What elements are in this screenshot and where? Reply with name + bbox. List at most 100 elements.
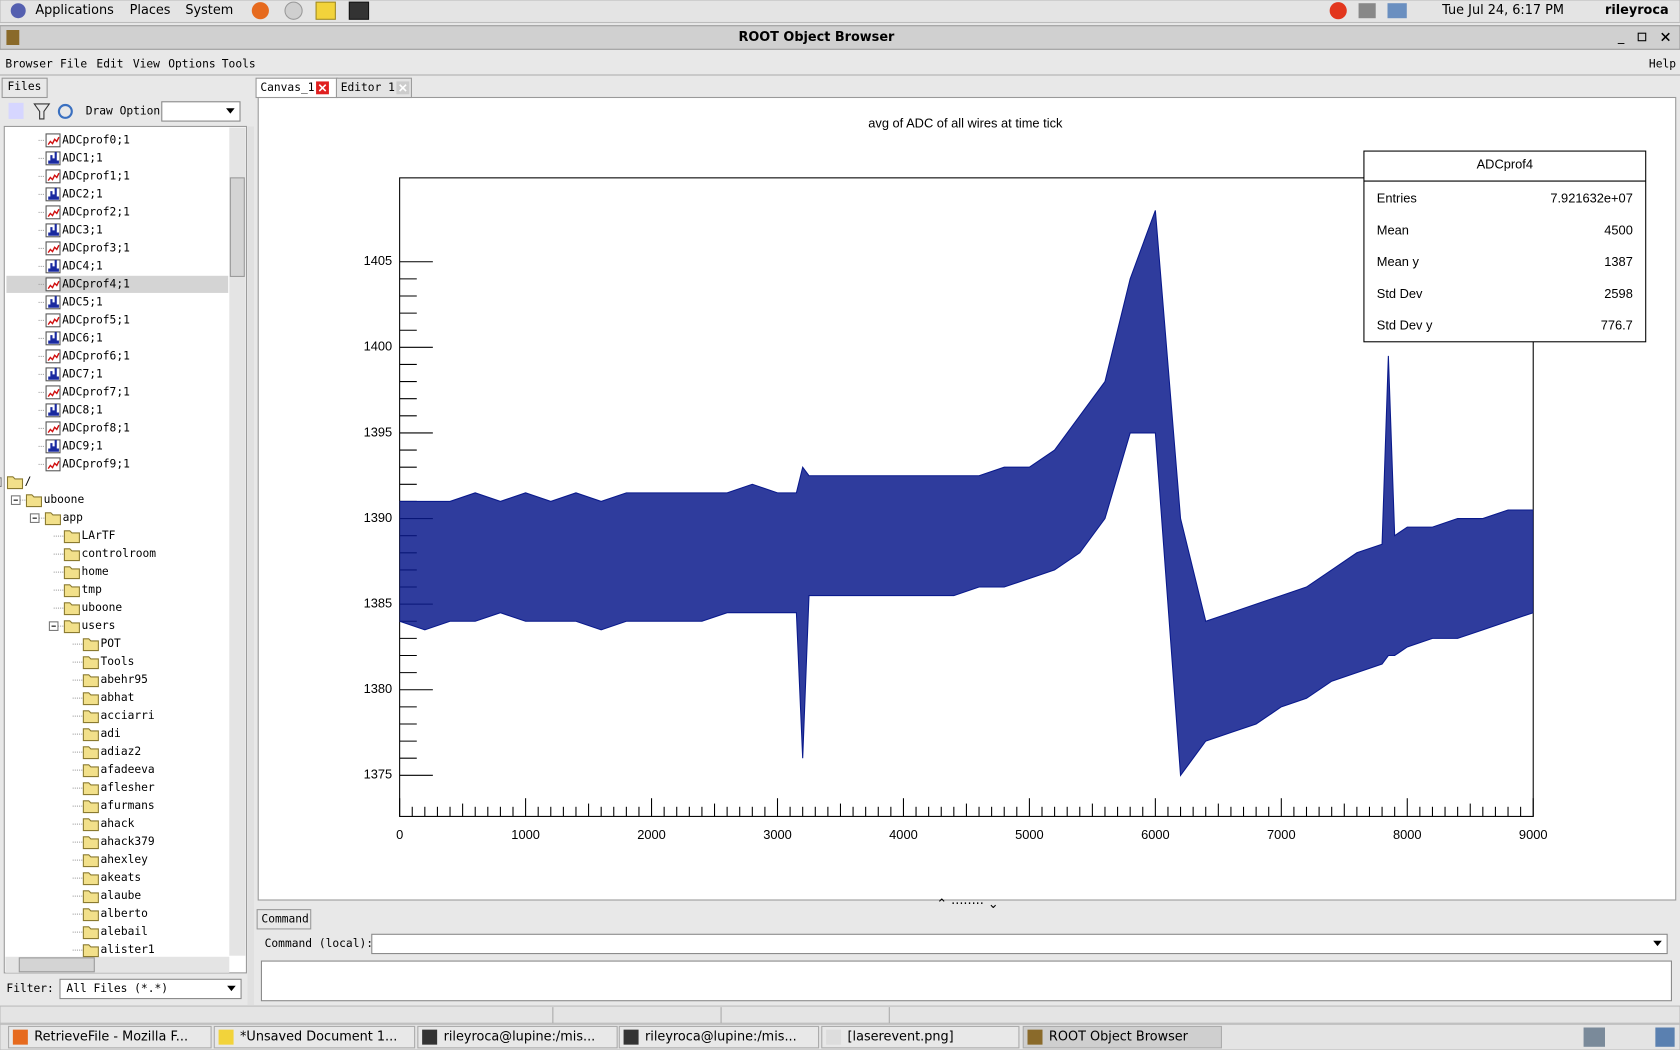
sort-button[interactable] bbox=[8, 102, 24, 119]
file-item[interactable]: ADCprof6;1 bbox=[62, 349, 130, 362]
file-item[interactable]: ADC1;1 bbox=[62, 151, 103, 164]
task-button[interactable] bbox=[417, 1025, 618, 1049]
filter-value[interactable]: All Files (*.*) bbox=[66, 982, 168, 995]
file-item[interactable]: ADC5;1 bbox=[62, 295, 103, 308]
clock[interactable]: Tue Jul 24, 6:17 PM bbox=[1441, 3, 1564, 18]
terminal-icon[interactable] bbox=[348, 1, 370, 20]
folder-label[interactable]: alaube bbox=[101, 889, 142, 902]
folder-label[interactable]: POT bbox=[101, 637, 122, 650]
file-item[interactable]: ADCprof2;1 bbox=[62, 205, 130, 218]
maximize-button[interactable] bbox=[1637, 32, 1647, 42]
menu-item[interactable]: Options bbox=[168, 57, 215, 70]
folder-label[interactable]: tmp bbox=[82, 583, 103, 596]
task-label[interactable]: *Unsaved Document 1... bbox=[240, 1030, 397, 1045]
tab[interactable] bbox=[335, 77, 412, 99]
combo-arrow[interactable] bbox=[226, 108, 235, 114]
folder-label[interactable]: abehr95 bbox=[101, 673, 148, 686]
folder-label[interactable]: ahack bbox=[101, 817, 135, 830]
file-item[interactable]: ADC7;1 bbox=[62, 367, 103, 380]
file-item[interactable]: ADC6;1 bbox=[62, 331, 103, 344]
combo-arrow[interactable] bbox=[227, 985, 236, 992]
file-item[interactable]: ADC8;1 bbox=[62, 403, 103, 416]
trash-icon[interactable] bbox=[1655, 1027, 1675, 1047]
folder-label[interactable]: afadeeva bbox=[101, 763, 155, 776]
folder-label[interactable]: alister1 bbox=[101, 943, 155, 956]
command-input[interactable] bbox=[371, 933, 1668, 955]
folder-label[interactable]: acciarri bbox=[101, 709, 155, 722]
menu-item[interactable]: File bbox=[60, 57, 87, 70]
files-tab[interactable] bbox=[1, 77, 48, 99]
task-button[interactable] bbox=[1022, 1025, 1222, 1049]
tab-label[interactable]: Editor 1 bbox=[341, 81, 395, 94]
menu-item[interactable]: View bbox=[133, 57, 160, 70]
folder-label[interactable]: abhat bbox=[101, 691, 135, 704]
file-item[interactable]: ADCprof3;1 bbox=[62, 241, 130, 254]
expander[interactable] bbox=[0, 477, 2, 487]
folder-label[interactable]: alebail bbox=[101, 925, 148, 938]
mail-icon[interactable] bbox=[284, 1, 303, 20]
task-label[interactable]: ROOT Object Browser bbox=[1049, 1030, 1189, 1045]
folder-label[interactable]: users bbox=[82, 619, 116, 632]
update-icon[interactable] bbox=[1329, 2, 1347, 20]
folder-label[interactable]: adiaz2 bbox=[101, 745, 142, 758]
command-tab[interactable] bbox=[256, 909, 312, 930]
file-item[interactable]: ADCprof4;1 bbox=[62, 277, 130, 290]
folder-label[interactable]: aflesher bbox=[101, 781, 155, 794]
folder-label[interactable]: Tools bbox=[101, 655, 135, 668]
menu-help[interactable]: Help bbox=[1649, 57, 1676, 70]
folder-label[interactable]: alberto bbox=[101, 907, 149, 920]
file-item[interactable]: ADCprof8;1 bbox=[62, 421, 130, 434]
file-item[interactable]: ADCprof9;1 bbox=[62, 457, 130, 470]
panel-menu[interactable]: System bbox=[185, 3, 233, 18]
folder-label[interactable]: ahexley bbox=[101, 853, 149, 866]
filter-button[interactable] bbox=[33, 103, 51, 120]
panel-menu[interactable]: Applications bbox=[35, 3, 114, 18]
folder-label[interactable]: app bbox=[63, 511, 84, 524]
file-item[interactable]: ADC9;1 bbox=[62, 439, 103, 452]
file-item[interactable]: ADC3;1 bbox=[62, 223, 103, 236]
h-scroll-thumb[interactable] bbox=[18, 957, 95, 973]
workspace-icon[interactable] bbox=[1583, 1027, 1605, 1047]
task-button[interactable] bbox=[213, 1025, 416, 1049]
close-button[interactable] bbox=[1661, 32, 1670, 42]
network-icon[interactable] bbox=[1387, 3, 1407, 19]
folder-label[interactable]: / bbox=[25, 475, 32, 488]
files-tab-label[interactable]: Files bbox=[8, 80, 42, 93]
task-label[interactable]: rileyroca@lupine:/mis... bbox=[444, 1030, 596, 1045]
firefox-icon[interactable] bbox=[251, 2, 269, 20]
folder-label[interactable]: controlroom bbox=[82, 547, 157, 560]
folder-label[interactable]: adi bbox=[101, 727, 121, 740]
filter-combo[interactable] bbox=[59, 978, 242, 1000]
file-item[interactable]: ADCprof7;1 bbox=[62, 385, 130, 398]
task-label[interactable]: RetrieveFile - Mozilla F... bbox=[34, 1030, 188, 1045]
panel-menu[interactable]: Places bbox=[130, 3, 171, 18]
menu-item[interactable]: Tools bbox=[222, 57, 256, 70]
file-item[interactable]: ADCprof5;1 bbox=[62, 313, 130, 326]
task-button[interactable] bbox=[618, 1025, 820, 1049]
v-scroll-thumb[interactable] bbox=[229, 177, 245, 277]
tab-label[interactable]: Canvas_1 bbox=[260, 81, 314, 94]
file-item[interactable]: ADCprof1;1 bbox=[62, 169, 130, 182]
task-button[interactable] bbox=[821, 1025, 1020, 1049]
combo-arrow[interactable] bbox=[1653, 940, 1662, 947]
minimize-button[interactable]: _ bbox=[1617, 30, 1625, 45]
file-item[interactable]: ADC2;1 bbox=[62, 187, 103, 200]
folder-label[interactable]: akeats bbox=[101, 871, 142, 884]
file-item[interactable]: ADC4;1 bbox=[62, 259, 103, 272]
folder-label[interactable]: afurmans bbox=[101, 799, 155, 812]
user-name[interactable]: rileyroca bbox=[1605, 3, 1669, 18]
splitter-handle[interactable]: ⌃ ········ ⌄ bbox=[936, 897, 998, 912]
menu-item[interactable]: Edit bbox=[96, 57, 123, 70]
v-scrollbar[interactable] bbox=[229, 127, 246, 956]
folder-label[interactable]: ahack379 bbox=[101, 835, 155, 848]
command-tab-label[interactable]: Command bbox=[261, 912, 308, 925]
refresh-button[interactable] bbox=[57, 103, 73, 119]
editor-icon[interactable] bbox=[315, 1, 336, 20]
task-label[interactable]: [laserevent.png] bbox=[848, 1030, 954, 1045]
folder-label[interactable]: LArTF bbox=[82, 529, 116, 542]
draw-option-combo[interactable] bbox=[161, 101, 241, 122]
file-item[interactable]: ADCprof0;1 bbox=[62, 133, 130, 146]
folder-label[interactable]: uboone bbox=[82, 601, 123, 614]
task-label[interactable]: rileyroca@lupine:/mis... bbox=[645, 1030, 797, 1045]
folder-label[interactable]: uboone bbox=[44, 493, 85, 506]
